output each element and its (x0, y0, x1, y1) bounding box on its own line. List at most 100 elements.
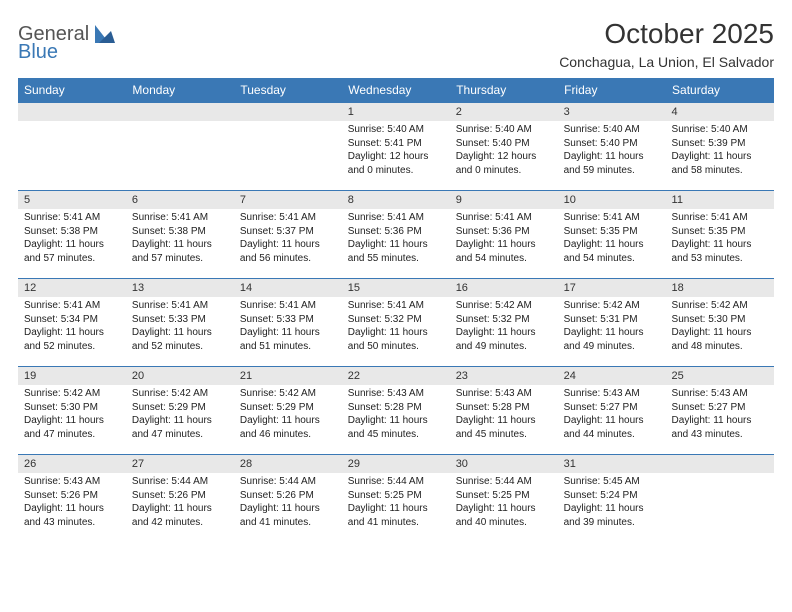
day-number: 19 (18, 367, 126, 385)
calendar-cell: 22Sunrise: 5:43 AMSunset: 5:28 PMDayligh… (342, 367, 450, 455)
day-details: Sunrise: 5:43 AMSunset: 5:28 PMDaylight:… (342, 385, 450, 445)
day-number-empty (18, 103, 126, 121)
day-number: 7 (234, 191, 342, 209)
day-number: 21 (234, 367, 342, 385)
day-details: Sunrise: 5:43 AMSunset: 5:27 PMDaylight:… (666, 385, 774, 445)
day-details: Sunrise: 5:40 AMSunset: 5:40 PMDaylight:… (558, 121, 666, 181)
calendar-cell: 17Sunrise: 5:42 AMSunset: 5:31 PMDayligh… (558, 279, 666, 367)
day-details: Sunrise: 5:41 AMSunset: 5:36 PMDaylight:… (450, 209, 558, 269)
day-number-empty (234, 103, 342, 121)
calendar-cell: 5Sunrise: 5:41 AMSunset: 5:38 PMDaylight… (18, 191, 126, 279)
calendar-week-row: 5Sunrise: 5:41 AMSunset: 5:38 PMDaylight… (18, 191, 774, 279)
day-details: Sunrise: 5:41 AMSunset: 5:32 PMDaylight:… (342, 297, 450, 357)
calendar-cell (18, 103, 126, 191)
calendar-week-row: 26Sunrise: 5:43 AMSunset: 5:26 PMDayligh… (18, 455, 774, 543)
day-details: Sunrise: 5:45 AMSunset: 5:24 PMDaylight:… (558, 473, 666, 533)
day-number: 25 (666, 367, 774, 385)
calendar-cell (126, 103, 234, 191)
day-number: 4 (666, 103, 774, 121)
calendar-cell: 1Sunrise: 5:40 AMSunset: 5:41 PMDaylight… (342, 103, 450, 191)
calendar-cell: 30Sunrise: 5:44 AMSunset: 5:25 PMDayligh… (450, 455, 558, 543)
day-details: Sunrise: 5:43 AMSunset: 5:28 PMDaylight:… (450, 385, 558, 445)
day-details: Sunrise: 5:41 AMSunset: 5:37 PMDaylight:… (234, 209, 342, 269)
day-number: 30 (450, 455, 558, 473)
day-header: Tuesday (234, 78, 342, 103)
calendar-cell: 2Sunrise: 5:40 AMSunset: 5:40 PMDaylight… (450, 103, 558, 191)
calendar-cell: 8Sunrise: 5:41 AMSunset: 5:36 PMDaylight… (342, 191, 450, 279)
calendar-cell: 3Sunrise: 5:40 AMSunset: 5:40 PMDaylight… (558, 103, 666, 191)
calendar-cell: 14Sunrise: 5:41 AMSunset: 5:33 PMDayligh… (234, 279, 342, 367)
day-details: Sunrise: 5:43 AMSunset: 5:26 PMDaylight:… (18, 473, 126, 533)
page-subtitle: Conchagua, La Union, El Salvador (559, 54, 774, 70)
day-number: 10 (558, 191, 666, 209)
day-number: 5 (18, 191, 126, 209)
day-details: Sunrise: 5:41 AMSunset: 5:35 PMDaylight:… (558, 209, 666, 269)
day-details: Sunrise: 5:44 AMSunset: 5:26 PMDaylight:… (234, 473, 342, 533)
calendar-cell: 24Sunrise: 5:43 AMSunset: 5:27 PMDayligh… (558, 367, 666, 455)
day-number: 27 (126, 455, 234, 473)
day-number: 15 (342, 279, 450, 297)
calendar-cell (234, 103, 342, 191)
day-header: Thursday (450, 78, 558, 103)
day-number: 23 (450, 367, 558, 385)
day-number: 3 (558, 103, 666, 121)
calendar-cell: 9Sunrise: 5:41 AMSunset: 5:36 PMDaylight… (450, 191, 558, 279)
title-block: October 2025 Conchagua, La Union, El Sal… (559, 18, 774, 70)
day-details: Sunrise: 5:40 AMSunset: 5:41 PMDaylight:… (342, 121, 450, 181)
calendar-week-row: 12Sunrise: 5:41 AMSunset: 5:34 PMDayligh… (18, 279, 774, 367)
day-header: Monday (126, 78, 234, 103)
day-details: Sunrise: 5:41 AMSunset: 5:33 PMDaylight:… (234, 297, 342, 357)
day-header: Saturday (666, 78, 774, 103)
calendar-cell: 28Sunrise: 5:44 AMSunset: 5:26 PMDayligh… (234, 455, 342, 543)
day-details: Sunrise: 5:42 AMSunset: 5:30 PMDaylight:… (666, 297, 774, 357)
day-details: Sunrise: 5:42 AMSunset: 5:29 PMDaylight:… (234, 385, 342, 445)
day-number: 2 (450, 103, 558, 121)
day-details: Sunrise: 5:41 AMSunset: 5:38 PMDaylight:… (126, 209, 234, 269)
day-number: 13 (126, 279, 234, 297)
day-header: Friday (558, 78, 666, 103)
day-details: Sunrise: 5:42 AMSunset: 5:29 PMDaylight:… (126, 385, 234, 445)
day-number: 11 (666, 191, 774, 209)
calendar-cell: 23Sunrise: 5:43 AMSunset: 5:28 PMDayligh… (450, 367, 558, 455)
page-title: October 2025 (559, 18, 774, 50)
day-number: 28 (234, 455, 342, 473)
logo-word2: Blue (18, 42, 89, 62)
calendar-cell: 4Sunrise: 5:40 AMSunset: 5:39 PMDaylight… (666, 103, 774, 191)
calendar-cell: 7Sunrise: 5:41 AMSunset: 5:37 PMDaylight… (234, 191, 342, 279)
day-details: Sunrise: 5:41 AMSunset: 5:35 PMDaylight:… (666, 209, 774, 269)
day-number: 12 (18, 279, 126, 297)
day-number: 17 (558, 279, 666, 297)
day-number: 6 (126, 191, 234, 209)
day-details: Sunrise: 5:40 AMSunset: 5:40 PMDaylight:… (450, 121, 558, 181)
calendar-cell: 16Sunrise: 5:42 AMSunset: 5:32 PMDayligh… (450, 279, 558, 367)
day-number: 16 (450, 279, 558, 297)
calendar-cell: 31Sunrise: 5:45 AMSunset: 5:24 PMDayligh… (558, 455, 666, 543)
calendar-cell: 20Sunrise: 5:42 AMSunset: 5:29 PMDayligh… (126, 367, 234, 455)
day-details: Sunrise: 5:41 AMSunset: 5:33 PMDaylight:… (126, 297, 234, 357)
calendar-week-row: 19Sunrise: 5:42 AMSunset: 5:30 PMDayligh… (18, 367, 774, 455)
day-number: 18 (666, 279, 774, 297)
calendar-cell: 25Sunrise: 5:43 AMSunset: 5:27 PMDayligh… (666, 367, 774, 455)
day-header: Sunday (18, 78, 126, 103)
calendar-cell: 29Sunrise: 5:44 AMSunset: 5:25 PMDayligh… (342, 455, 450, 543)
calendar-cell: 26Sunrise: 5:43 AMSunset: 5:26 PMDayligh… (18, 455, 126, 543)
day-header: Wednesday (342, 78, 450, 103)
day-number: 20 (126, 367, 234, 385)
calendar-cell: 21Sunrise: 5:42 AMSunset: 5:29 PMDayligh… (234, 367, 342, 455)
day-number: 9 (450, 191, 558, 209)
day-details: Sunrise: 5:44 AMSunset: 5:25 PMDaylight:… (342, 473, 450, 533)
day-details: Sunrise: 5:42 AMSunset: 5:30 PMDaylight:… (18, 385, 126, 445)
calendar-cell: 6Sunrise: 5:41 AMSunset: 5:38 PMDaylight… (126, 191, 234, 279)
day-details: Sunrise: 5:42 AMSunset: 5:31 PMDaylight:… (558, 297, 666, 357)
day-number: 26 (18, 455, 126, 473)
day-details: Sunrise: 5:43 AMSunset: 5:27 PMDaylight:… (558, 385, 666, 445)
header: General Blue October 2025 Conchagua, La … (18, 18, 774, 70)
day-details: Sunrise: 5:41 AMSunset: 5:36 PMDaylight:… (342, 209, 450, 269)
calendar-cell: 19Sunrise: 5:42 AMSunset: 5:30 PMDayligh… (18, 367, 126, 455)
calendar-cell: 27Sunrise: 5:44 AMSunset: 5:26 PMDayligh… (126, 455, 234, 543)
calendar-cell: 12Sunrise: 5:41 AMSunset: 5:34 PMDayligh… (18, 279, 126, 367)
day-number: 8 (342, 191, 450, 209)
day-number: 24 (558, 367, 666, 385)
day-number: 14 (234, 279, 342, 297)
calendar-week-row: 1Sunrise: 5:40 AMSunset: 5:41 PMDaylight… (18, 103, 774, 191)
